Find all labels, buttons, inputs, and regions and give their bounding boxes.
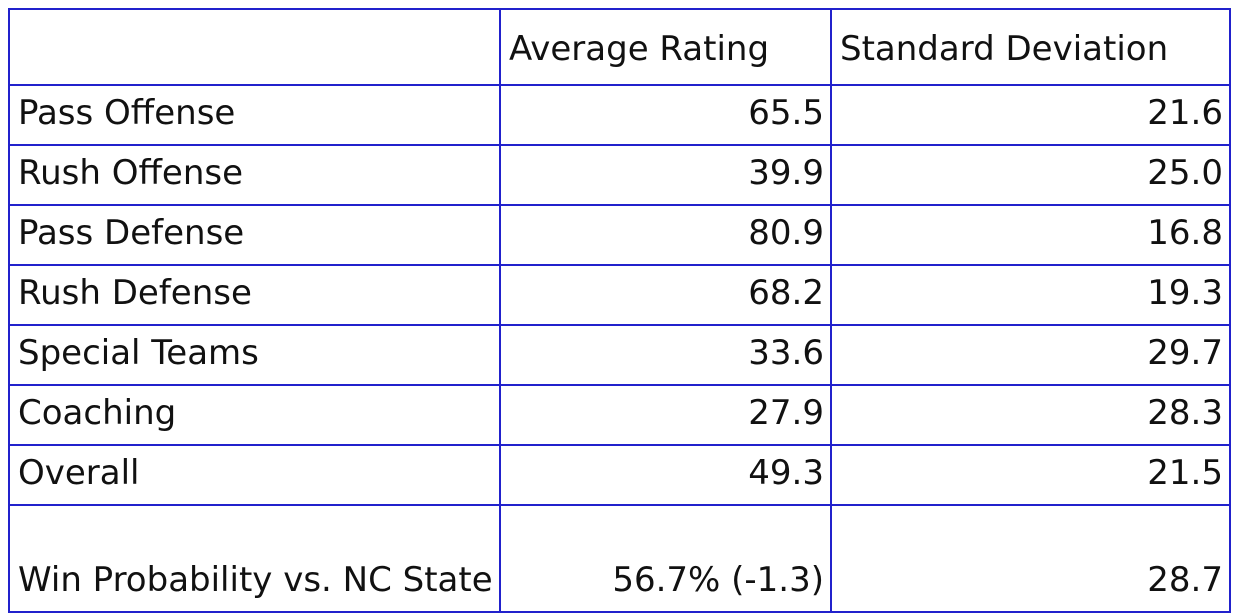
- value-cell: 21.6: [830, 84, 1231, 146]
- header-cell: Average Rating: [499, 8, 832, 86]
- table-row: Win Probability vs. NC State 56.7% (-1.3)…: [8, 504, 1231, 613]
- value-cell: 80.9: [499, 204, 832, 266]
- row-label: Special Teams: [8, 324, 501, 386]
- table-row: Pass Defense 80.9 16.8: [8, 204, 1231, 266]
- value-cell: 33.6: [499, 324, 832, 386]
- row-label: Coaching: [8, 384, 501, 446]
- value-cell: 28.7: [830, 504, 1231, 613]
- value-cell: 28.3: [830, 384, 1231, 446]
- value-cell: 25.0: [830, 144, 1231, 206]
- table-row: Rush Defense 68.2 19.3: [8, 264, 1231, 326]
- row-label: Pass Defense: [8, 204, 501, 266]
- value-cell: 39.9: [499, 144, 832, 206]
- table-row: Coaching 27.9 28.3: [8, 384, 1231, 446]
- row-label: Win Probability vs. NC State: [8, 504, 501, 613]
- row-label: Overall: [8, 444, 501, 506]
- value-cell: 68.2: [499, 264, 832, 326]
- value-cell: 27.9: [499, 384, 832, 446]
- value-cell: 65.5: [499, 84, 832, 146]
- value-cell: 21.5: [830, 444, 1231, 506]
- table-row: Rush Offense 39.9 25.0: [8, 144, 1231, 206]
- header-empty-cell: [8, 8, 501, 86]
- value-cell: 16.8: [830, 204, 1231, 266]
- row-label: Rush Offense: [8, 144, 501, 206]
- value-cell: 19.3: [830, 264, 1231, 326]
- row-label: Pass Offense: [8, 84, 501, 146]
- value-cell: 49.3: [499, 444, 832, 506]
- header-row: Average Rating Standard Deviation: [8, 8, 1231, 86]
- value-cell: 56.7% (-1.3): [499, 504, 832, 613]
- row-label: Rush Defense: [8, 264, 501, 326]
- table-body: Average Rating Standard Deviation Pass O…: [8, 8, 1231, 613]
- table-row: Special Teams 33.6 29.7: [8, 324, 1231, 386]
- header-cell: Standard Deviation: [830, 8, 1231, 86]
- value-cell: 29.7: [830, 324, 1231, 386]
- table-row: Pass Offense 65.5 21.6: [8, 84, 1231, 146]
- ratings-table: Average Rating Standard Deviation Pass O…: [8, 8, 1231, 613]
- table-row: Overall 49.3 21.5: [8, 444, 1231, 506]
